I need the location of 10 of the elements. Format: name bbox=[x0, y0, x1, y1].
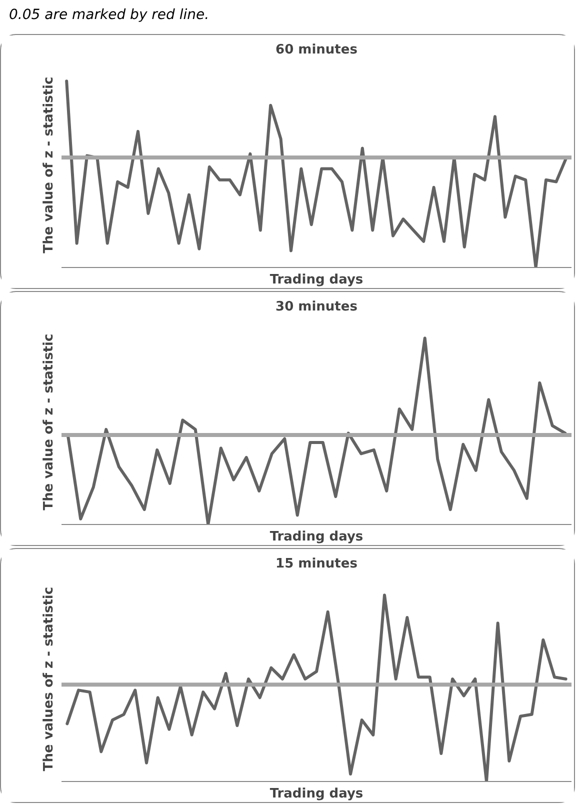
x-axis-title: Trading days bbox=[270, 272, 364, 288]
text: 0.05 are marked by red line. bbox=[9, 6, 210, 25]
chart-title: 30 minutes bbox=[276, 300, 358, 314]
y-axis-title: The value of z - statistic bbox=[42, 334, 56, 510]
x-axis-title: Trading days bbox=[270, 786, 364, 802]
x-axis-title: Trading days bbox=[270, 530, 364, 544]
chart-title: 15 minutes bbox=[276, 556, 358, 572]
y-axis-title: The value of z - statistic bbox=[42, 76, 56, 254]
chart-title: 60 minutes bbox=[276, 42, 358, 58]
y-axis-title: The values of z - statistic bbox=[42, 586, 56, 772]
